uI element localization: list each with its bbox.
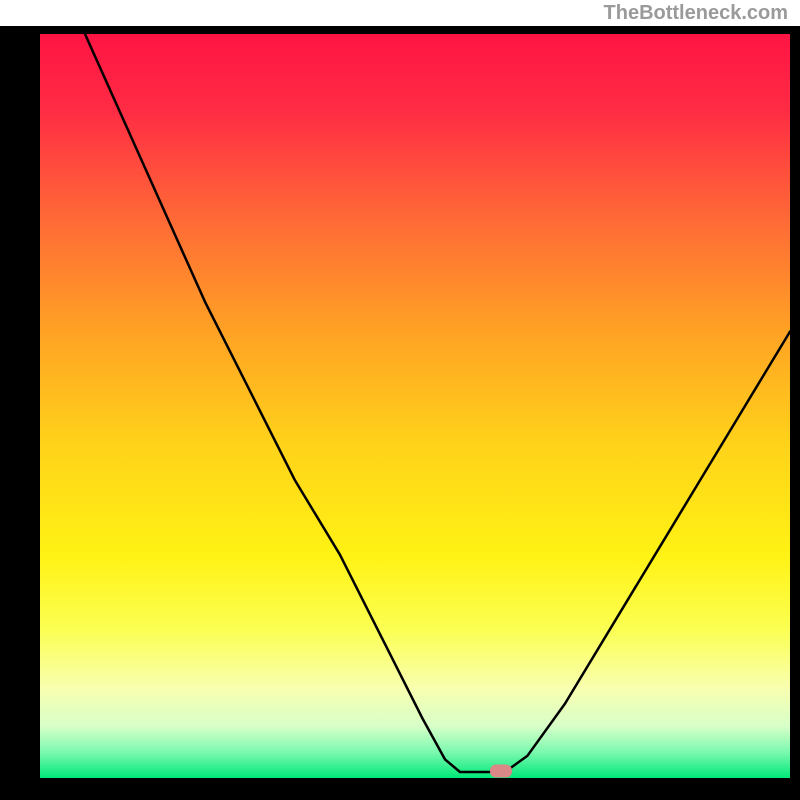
background-gradient bbox=[40, 34, 790, 778]
chart-container: TheBottleneck.com bbox=[0, 0, 800, 800]
optimum-marker bbox=[490, 764, 512, 777]
plot-area bbox=[40, 34, 790, 778]
watermark-text: TheBottleneck.com bbox=[604, 2, 788, 25]
